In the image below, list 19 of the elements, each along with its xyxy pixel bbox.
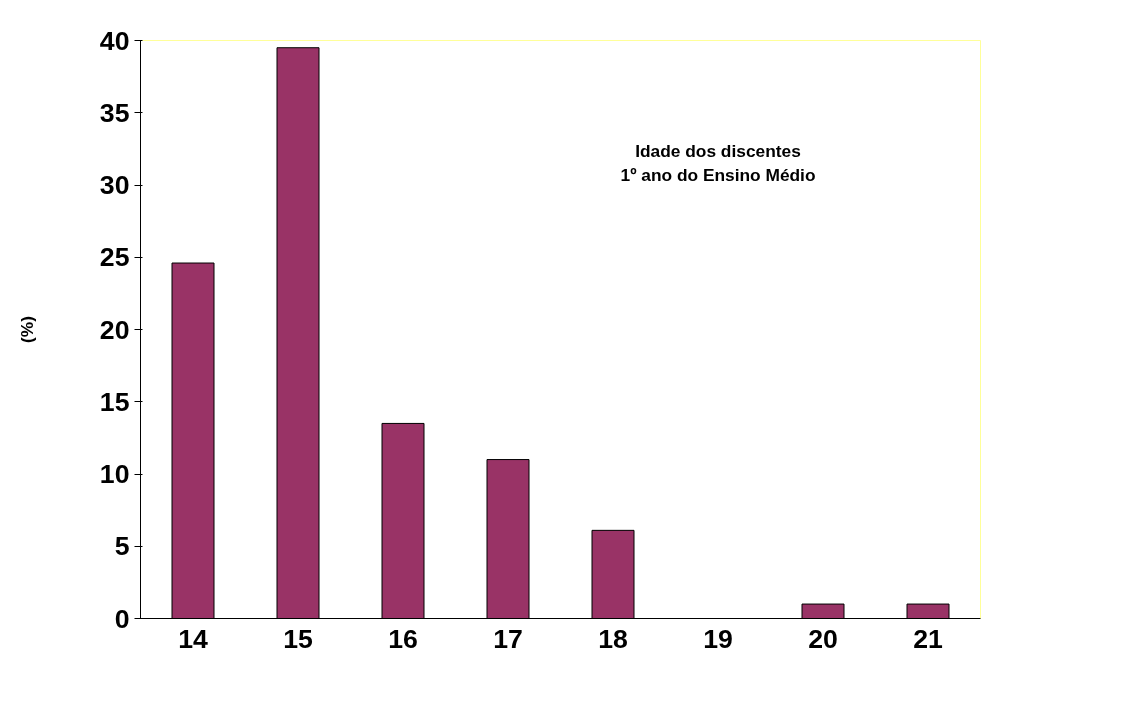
y-tick-label: 35 [99, 97, 130, 128]
y-tick-label: 0 [114, 603, 130, 634]
y-tick-label: 30 [99, 170, 130, 200]
y-tick-label: 40 [99, 25, 130, 56]
x-tick-label: 21 [913, 623, 943, 654]
y-axis-title: (%) [16, 316, 37, 343]
y-tick-label: 25 [99, 242, 130, 273]
y-tick-label: 15 [99, 386, 130, 417]
x-tick-label: 16 [388, 623, 418, 654]
y-tick-label: 20 [99, 314, 130, 345]
text: Idade dos discentes 1º ano do Ensino Médio [620, 141, 816, 186]
x-tick-label: 20 [808, 623, 838, 654]
y-tick-label: 5 [114, 531, 130, 562]
x-tick-label: 14 [178, 623, 208, 654]
x-tick-label: 17 [493, 623, 523, 654]
x-tick-label: 18 [598, 623, 628, 654]
x-tick-label: 15 [283, 623, 313, 654]
y-tick-label: 10 [99, 459, 130, 489]
x-tick-label: 19 [703, 623, 733, 654]
